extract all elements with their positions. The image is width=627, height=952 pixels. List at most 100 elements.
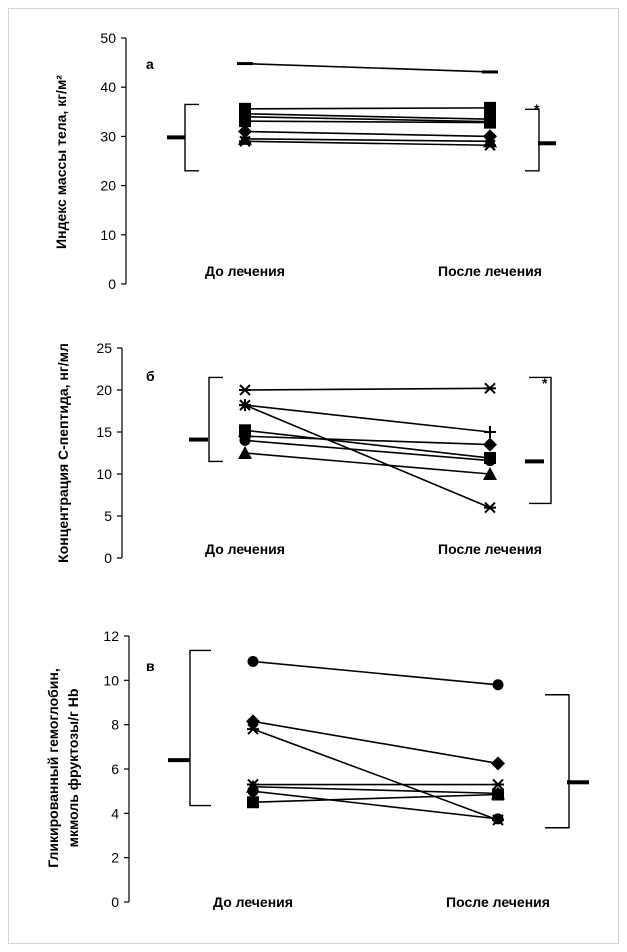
series-line — [244, 62, 491, 73]
y-tick-label: 8 — [111, 717, 119, 733]
marker-before — [247, 785, 259, 797]
mean-bar-before — [168, 758, 190, 763]
chart-panel-1: 0 10 20 30 40 50 Индекс массы тела, кг/м² а До л… — [53, 30, 556, 292]
y-tick-label: 20 — [96, 382, 112, 398]
series-line — [244, 140, 491, 147]
series-line — [244, 429, 491, 459]
range-bracket-before — [184, 103, 199, 172]
mean-bar-before — [167, 135, 185, 140]
marker-before — [239, 115, 251, 128]
series-line — [252, 660, 499, 686]
series-line — [244, 452, 491, 475]
x-category-label: До лечения — [205, 263, 285, 279]
x-category-label: После лечения — [438, 541, 542, 557]
marker-after — [484, 101, 496, 114]
range-bracket-after — [525, 108, 540, 172]
series-line — [252, 728, 499, 821]
marker-before — [246, 714, 260, 729]
marker-before — [239, 434, 251, 446]
marker-before — [239, 384, 251, 396]
marker-before — [239, 135, 251, 148]
y-axis-label: Индекс массы тела, кг/м² — [53, 75, 69, 249]
series-line — [244, 404, 491, 509]
marker-after — [492, 679, 504, 691]
chart-panel-3: 0 2 4 6 8 10 12 Гликированный гемоглобин, мкмоль… — [45, 628, 589, 910]
marker-before — [247, 723, 259, 735]
y-tick-label: 0 — [104, 550, 112, 566]
marker-after — [484, 116, 496, 129]
range-bracket-after — [529, 376, 552, 505]
y-tick-label: 40 — [100, 79, 116, 95]
y-tick-label: 15 — [96, 424, 112, 440]
series-line — [244, 112, 491, 120]
range-bracket-after — [545, 694, 570, 829]
figure-frame — [8, 8, 619, 944]
y-axis-label: Концентрация С-пептида, нг/мл — [55, 343, 71, 563]
significance-mark: * — [534, 101, 540, 117]
series-line — [244, 435, 491, 446]
significance-mark: * — [542, 375, 548, 391]
mean-bar-before — [189, 437, 208, 442]
y-tick-label: 10 — [96, 466, 112, 482]
marker-after — [484, 501, 496, 514]
range-bracket-before — [189, 649, 211, 807]
marker-before — [237, 62, 253, 66]
series-line — [244, 120, 491, 124]
y-tick-label: 0 — [108, 276, 116, 292]
marker-after — [492, 813, 504, 825]
mean-bar-after — [525, 459, 544, 464]
series-line — [252, 793, 499, 804]
marker-before — [239, 399, 251, 412]
x-category-label: До лечения — [205, 541, 285, 557]
y-tick-label: 30 — [100, 128, 116, 144]
y-tick-label: 2 — [111, 850, 119, 866]
y-tick-label: 5 — [104, 508, 112, 524]
panel-label: б — [146, 368, 155, 384]
marker-before — [238, 446, 252, 459]
marker-after — [484, 455, 496, 467]
y-tick-label: 10 — [103, 672, 119, 688]
marker-after — [492, 778, 504, 791]
series-line — [252, 785, 499, 795]
marker-after — [483, 437, 497, 452]
marker-after — [484, 426, 496, 438]
x-category-label: До лечения — [213, 894, 293, 910]
y-tick-label: 10 — [100, 227, 116, 243]
series-line — [244, 115, 491, 123]
marker-after — [483, 467, 497, 480]
series-line — [252, 790, 499, 820]
panel-label: в — [146, 658, 155, 674]
y-axis-label-line: мкмоль фруктозы/г Hb — [65, 689, 81, 848]
y-tick-label: 20 — [100, 178, 116, 194]
marker-before — [247, 655, 259, 667]
series-line — [244, 439, 491, 462]
y-tick-label: 50 — [100, 30, 116, 46]
marker-after — [484, 382, 496, 395]
marker-after — [483, 134, 497, 148]
series-line — [252, 720, 499, 765]
y-axis-label-line: Гликированный гемоглобин, — [45, 668, 61, 868]
series-line — [244, 387, 491, 391]
series-line — [244, 107, 491, 110]
marker-before — [247, 796, 259, 809]
marker-after — [491, 756, 505, 771]
mean-bar-after — [567, 780, 589, 785]
series-line — [244, 130, 491, 138]
marker-after — [492, 788, 504, 801]
marker-before — [238, 124, 252, 139]
series-line — [244, 138, 491, 143]
panel-label: а — [146, 56, 154, 72]
x-category-label: После лечения — [446, 894, 550, 910]
marker-after — [484, 139, 496, 151]
y-tick-label: 12 — [103, 628, 119, 644]
mean-bar-after — [538, 141, 556, 146]
y-tick-label: 0 — [111, 894, 119, 910]
series-line — [244, 404, 491, 433]
y-tick-label: 4 — [111, 805, 119, 821]
y-tick-label: 25 — [96, 340, 112, 356]
chart-panel-2: 0 5 10 15 20 25 Концентрация С-пептида, нг/мл б… — [55, 340, 552, 566]
range-bracket-before — [208, 376, 223, 463]
y-tick-label: 6 — [111, 761, 119, 777]
